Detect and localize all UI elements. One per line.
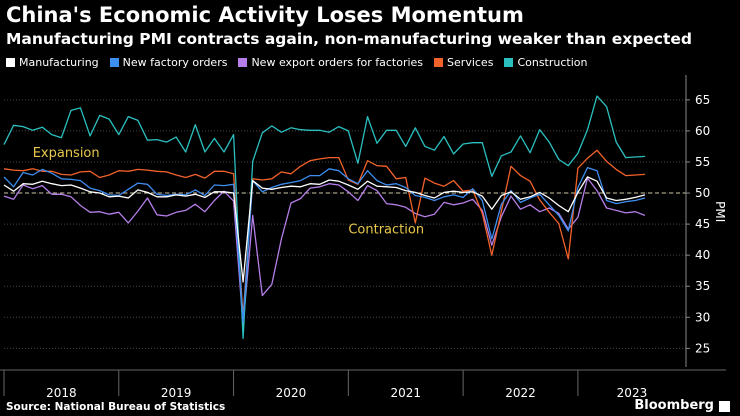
y-tick-label: 25: [695, 341, 710, 355]
legend-item-new-export-orders: New export orders for factories: [238, 56, 423, 69]
series-line-services: [3, 149, 645, 318]
year-label: 2021: [390, 386, 421, 400]
legend-label-construction: Construction: [517, 55, 588, 69]
legend-swatch-new-factory-orders: [109, 57, 119, 67]
legend-label-new-factory-orders: New factory orders: [122, 55, 228, 69]
legend-item-manufacturing: Manufacturing: [6, 56, 99, 69]
y-tick-label: 40: [695, 248, 710, 262]
series-line-manufacturing: [3, 176, 646, 283]
legend-swatch-manufacturing: [6, 57, 15, 67]
legend-swatch-services: [434, 57, 444, 67]
brand-mark-icon: [719, 401, 730, 412]
annotation-contraction: Contraction: [348, 222, 424, 237]
y-tick-label: 30: [695, 310, 710, 324]
legend-swatch-construction: [504, 57, 514, 67]
y-tick-label: 65: [695, 93, 710, 107]
legend-label-new-export-orders: New export orders for factories: [251, 55, 424, 69]
legend-item-new-factory-orders: New factory orders: [109, 55, 228, 69]
legend-label-manufacturing: Manufacturing: [19, 55, 99, 69]
legend: Manufacturing New factory orders New exp…: [6, 55, 598, 69]
legend-item-construction: Construction: [504, 56, 587, 69]
annotation-expansion: Expansion: [33, 146, 100, 161]
legend-swatch-new-export-orders: [238, 57, 248, 67]
y-tick-label: 60: [695, 124, 710, 138]
series-line-new-export-orders-for-factories: [3, 177, 646, 327]
chart-title: China's Economic Activity Loses Momentum: [6, 3, 524, 27]
year-label: 2020: [276, 386, 307, 400]
year-label: 2018: [46, 386, 77, 400]
y-tick-label: 45: [695, 217, 710, 231]
y-tick-label: 55: [695, 155, 710, 169]
y-tick-label: 50: [695, 186, 710, 200]
series-line-construction: [3, 95, 645, 340]
series-line-new-factory-orders: [3, 166, 646, 323]
year-label: 2023: [617, 386, 648, 400]
y-tick-label: 35: [695, 279, 710, 293]
source-note: Source: National Bureau of Statistics: [6, 401, 226, 413]
legend-label-services: Services: [447, 55, 494, 69]
year-label: 2019: [161, 386, 192, 400]
chart-subtitle: Manufacturing PMI contracts again, non-m…: [6, 30, 693, 48]
legend-item-services: Services: [434, 56, 493, 69]
y-axis-label: PMI: [713, 201, 727, 222]
year-label: 2022: [505, 386, 536, 400]
brand-logo: Bloomberg: [634, 398, 714, 413]
